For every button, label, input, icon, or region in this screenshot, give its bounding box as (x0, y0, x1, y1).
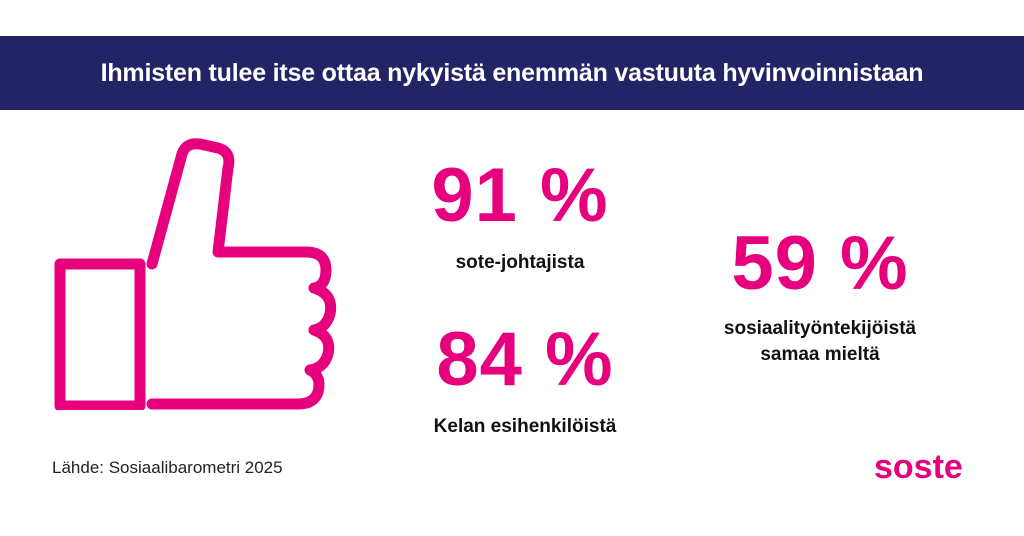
stat-kelan-esihenkilot: 84 % Kelan esihenkilöistä (405, 322, 645, 440)
svg-text:soste: soste (874, 448, 963, 486)
stat-label-line: samaa mieltä (760, 343, 880, 365)
stat-sosiaalityontekijat: 59 % sosiaalityöntekijöistä samaa mieltä (690, 226, 950, 367)
soste-logo: soste (874, 446, 974, 495)
stat-value: 84 % (436, 317, 614, 402)
stat-sote-johtajat: 91 % sote-johtajista (420, 158, 620, 276)
stat-label: Kelan esihenkilöistä (433, 416, 617, 437)
stat-label: sote-johtajista (455, 252, 585, 273)
stat-label: sosiaalityöntekijöistä samaa mieltä (690, 316, 950, 367)
thumbs-up-icon (52, 138, 342, 415)
stat-label-line: sosiaalityöntekijöistä (723, 318, 917, 339)
stat-value: 91 % (431, 153, 609, 238)
page-title: Ihmisten tulee itse ottaa nykyistä enemm… (100, 58, 924, 87)
source-note: Lähde: Sosiaalibarometri 2025 (52, 458, 283, 477)
stat-value: 59 % (731, 221, 909, 306)
title-banner: Ihmisten tulee itse ottaa nykyistä enemm… (0, 36, 1024, 110)
